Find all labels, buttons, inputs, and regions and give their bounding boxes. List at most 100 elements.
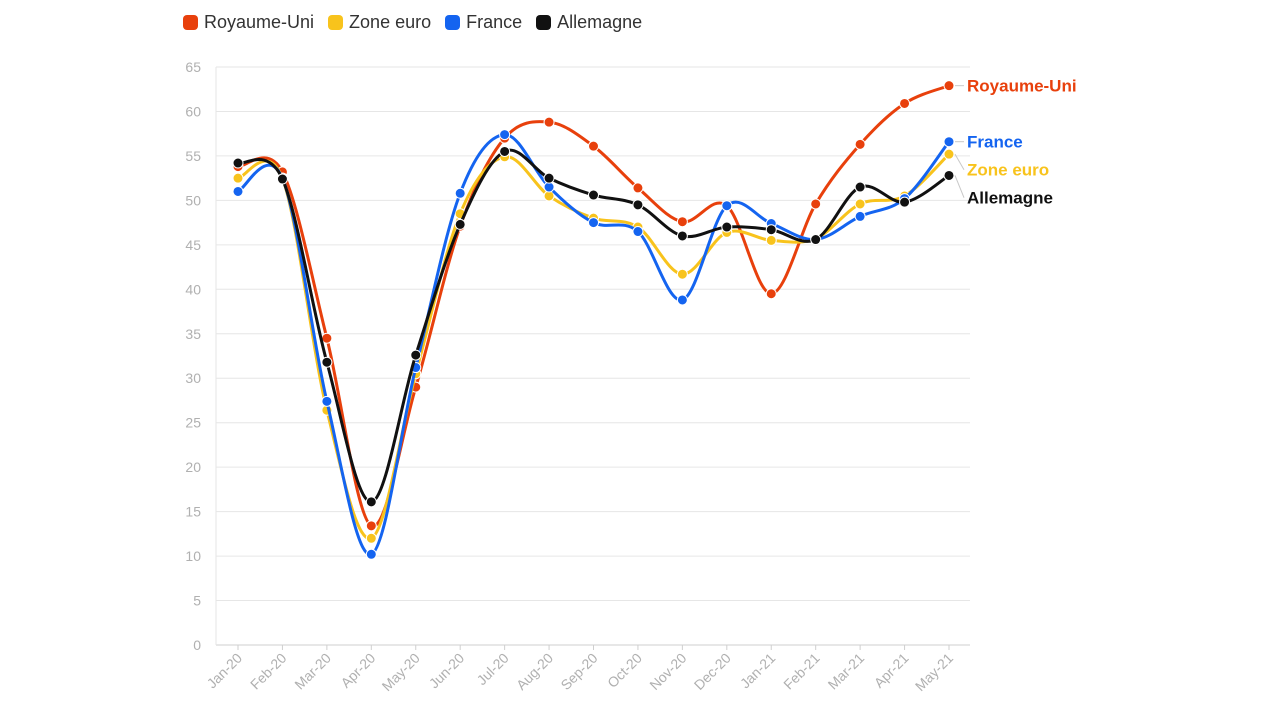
data-point-allemagne-sep-20[interactable]: [588, 189, 599, 201]
end-label-zone-euro: Zone euro: [967, 161, 1049, 180]
data-point-allemagne-oct-20[interactable]: [632, 199, 644, 211]
legend-swatch-royaume-uni: [183, 15, 198, 30]
data-point-royaume-uni-mar-21[interactable]: [854, 138, 866, 150]
y-tick-label-50: 50: [185, 192, 201, 208]
data-point-france-nov-20[interactable]: [676, 294, 688, 306]
legend-label-france: France: [466, 12, 523, 32]
legend: Royaume-Uni Zone euro France Allemagne: [183, 12, 642, 33]
data-point-royaume-uni-aug-20[interactable]: [543, 116, 555, 128]
series-allemagne: [232, 145, 955, 508]
series-line-allemagne[interactable]: [236, 148, 951, 504]
end-label-france: France: [967, 133, 1023, 152]
data-point-france-mar-21[interactable]: [854, 210, 866, 222]
data-point-allemagne-dec-20[interactable]: [721, 221, 733, 233]
x-tick-label-may-20: May-20: [379, 650, 423, 694]
y-tick-label-0: 0: [193, 637, 201, 653]
y-tick-label-5: 5: [193, 593, 201, 609]
data-point-allemagne-may-20[interactable]: [410, 349, 422, 361]
data-point-france-sep-20[interactable]: [588, 217, 599, 229]
data-point-france-oct-20[interactable]: [632, 226, 644, 238]
data-point-royaume-uni-oct-20[interactable]: [632, 182, 644, 194]
x-tick-label-aug-20: Aug-20: [513, 650, 556, 693]
x-tick-label-jan-20: Jan-20: [204, 650, 246, 692]
y-axis-ticks: 0 5 10 15 20 25 30 35 40 45 50 55 60 65: [185, 59, 201, 653]
series-line-royaume-uni[interactable]: [236, 84, 951, 528]
y-tick-label-40: 40: [185, 281, 201, 297]
data-point-france-may-21[interactable]: [943, 136, 955, 148]
data-point-zone-euro-apr-20[interactable]: [365, 532, 377, 544]
legend-swatch-zone-euro: [328, 15, 344, 30]
data-point-france-apr-20[interactable]: [365, 548, 377, 560]
x-axis-ticks: Jan-20 Feb-20 Mar-20 Apr-20 May-20 Jun-20 Jul-…: [204, 645, 956, 694]
y-tick-label-65: 65: [185, 59, 201, 75]
data-point-royaume-uni-apr-20[interactable]: [365, 520, 377, 532]
y-tick-label-15: 15: [185, 504, 201, 520]
y-tick-label-10: 10: [185, 548, 201, 564]
legend-item-allemagne[interactable]: Allemagne: [536, 12, 642, 33]
x-tick-label-mar-21: Mar-21: [825, 650, 868, 693]
y-tick-label-25: 25: [185, 415, 201, 431]
data-point-france-dec-20[interactable]: [721, 200, 733, 212]
series-layer: [232, 80, 955, 560]
data-point-allemagne-feb-21[interactable]: [810, 234, 822, 246]
data-point-zone-euro-mar-21[interactable]: [854, 198, 866, 210]
x-tick-label-jun-20: Jun-20: [426, 650, 468, 692]
data-point-allemagne-apr-21[interactable]: [899, 196, 911, 208]
y-tick-label-45: 45: [185, 237, 201, 253]
data-point-allemagne-feb-20[interactable]: [276, 173, 288, 185]
data-point-zone-euro-jan-21[interactable]: [765, 234, 777, 246]
data-point-allemagne-aug-20[interactable]: [543, 172, 555, 184]
end-labels: Royaume-Uni Zone euro France Allemagne: [954, 77, 1077, 208]
data-point-france-jan-20[interactable]: [232, 185, 244, 197]
data-point-allemagne-jul-20[interactable]: [499, 145, 511, 157]
end-label-allemagne: Allemagne: [967, 189, 1053, 208]
data-point-allemagne-nov-20[interactable]: [676, 230, 688, 242]
x-tick-label-may-21: May-21: [912, 650, 956, 694]
end-label-connector-allemagne: [954, 175, 965, 198]
legend-swatch-france: [445, 15, 461, 30]
y-tick-label-20: 20: [185, 459, 201, 475]
data-point-allemagne-jan-20[interactable]: [232, 157, 244, 169]
y-tick-label-55: 55: [185, 148, 201, 164]
data-point-royaume-uni-nov-20[interactable]: [676, 216, 688, 228]
data-point-royaume-uni-sep-20[interactable]: [588, 140, 599, 152]
x-tick-label-sep-20: Sep-20: [557, 650, 600, 693]
data-point-france-mar-20[interactable]: [321, 395, 333, 407]
data-point-royaume-uni-apr-21[interactable]: [899, 97, 911, 109]
end-label-royaume-uni: Royaume-Uni: [967, 77, 1077, 96]
legend-swatch-allemagne: [536, 15, 552, 30]
data-point-zone-euro-may-21[interactable]: [943, 148, 955, 160]
data-point-royaume-uni-feb-21[interactable]: [810, 198, 822, 210]
data-point-royaume-uni-jan-21[interactable]: [765, 288, 777, 300]
x-tick-label-oct-20: Oct-20: [604, 650, 645, 691]
legend-item-royaume-uni[interactable]: Royaume-Uni: [183, 12, 314, 33]
data-point-allemagne-jun-20[interactable]: [454, 218, 466, 230]
data-point-royaume-uni-mar-20[interactable]: [321, 332, 333, 344]
data-point-allemagne-may-21[interactable]: [943, 169, 955, 181]
series-line-france[interactable]: [236, 133, 951, 556]
y-tick-label-30: 30: [185, 370, 201, 386]
data-point-zone-euro-nov-20[interactable]: [676, 268, 688, 280]
x-tick-label-feb-21: Feb-21: [780, 650, 823, 693]
data-point-allemagne-apr-20[interactable]: [365, 496, 377, 508]
x-tick-label-apr-20: Apr-20: [337, 650, 378, 691]
data-point-allemagne-jan-21[interactable]: [765, 224, 777, 236]
legend-label-zone-euro: Zone euro: [349, 12, 432, 32]
legend-label-allemagne: Allemagne: [557, 12, 643, 32]
x-tick-label-mar-20: Mar-20: [291, 650, 334, 693]
grid-layer: [215, 66, 970, 646]
data-point-allemagne-mar-21[interactable]: [854, 181, 866, 193]
x-tick-label-nov-20: Nov-20: [646, 650, 689, 693]
legend-item-france[interactable]: France: [445, 12, 522, 33]
y-tick-label-60: 60: [185, 103, 201, 119]
data-point-france-jun-20[interactable]: [454, 187, 466, 199]
data-point-allemagne-mar-20[interactable]: [321, 356, 333, 368]
data-point-royaume-uni-may-21[interactable]: [943, 80, 955, 92]
legend-item-zone-euro[interactable]: Zone euro: [328, 12, 431, 33]
data-point-zone-euro-jan-20[interactable]: [232, 172, 244, 184]
x-tick-label-jul-20: Jul-20: [473, 650, 511, 688]
data-point-france-jul-20[interactable]: [499, 129, 511, 141]
x-tick-label-dec-20: Dec-20: [691, 650, 734, 693]
